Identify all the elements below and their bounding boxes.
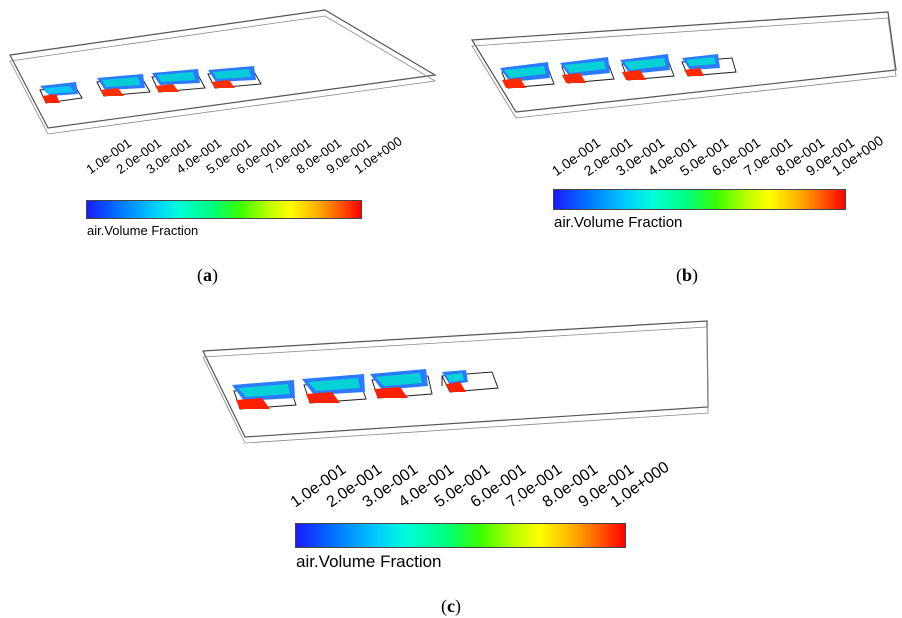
cavity-c4 [441,370,499,393]
colorbar-title-c: air.Volume Fraction [296,552,442,571]
panel-b: 1.0e-001 2.0e-001 3.0e-001 4.0e-001 5.0e… [450,0,902,300]
cavity-a4 [207,66,262,89]
domain-plate-b [470,11,897,119]
caption-c: (c) [441,596,461,617]
cavity-b3 [620,54,675,81]
cavity-b2 [560,57,615,84]
colorbar-title-b: air.Volume Fraction [554,214,683,231]
cavity-a1 [39,82,83,104]
caption-label: a [203,265,212,285]
cavity-c2 [302,374,367,404]
caption-open: ( [676,265,682,285]
caption-b: (b) [676,265,698,286]
cavity-c1 [232,380,297,410]
colorbar-b [553,189,846,210]
caption-open: ( [197,265,203,285]
cavity-b1 [500,62,555,89]
cavity-a2 [96,74,151,97]
caption-label: c [447,596,455,616]
colorbar-a [86,200,362,219]
caption-close: ) [455,596,461,616]
caption-close: ) [212,265,218,285]
caption-close: ) [692,265,699,285]
panel-a: 1.0e-001 2.0e-001 3.0e-001 4.0e-001 5.0e… [0,0,450,300]
cavity-b4 [681,54,737,77]
caption-open: ( [441,596,447,616]
panel-c: 1.0e-001 2.0e-001 3.0e-001 4.0e-001 5.0e… [0,300,902,618]
caption-a: (a) [197,265,218,286]
colorbar-title-a: air.Volume Fraction [87,223,199,238]
colorbar-c [295,523,626,548]
domain-plate-c [202,320,709,444]
cavity-a3 [151,69,206,93]
domain-plate-a [9,9,437,135]
caption-label: b [682,265,693,285]
cavity-c3 [370,369,433,399]
